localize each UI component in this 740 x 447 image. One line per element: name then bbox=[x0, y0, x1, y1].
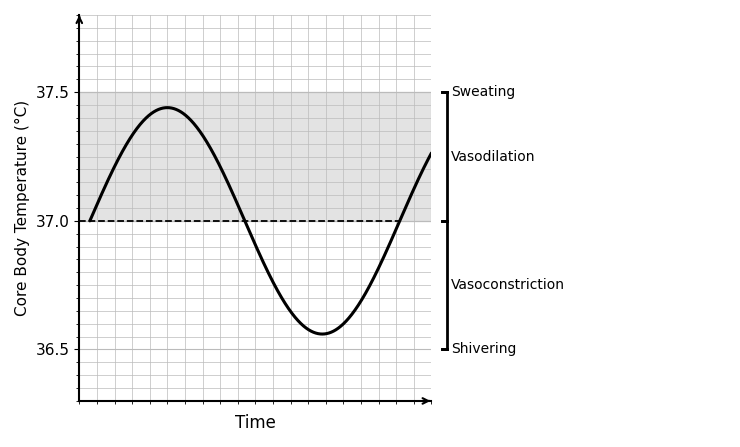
Text: Sweating: Sweating bbox=[451, 85, 515, 99]
Y-axis label: Core Body Temperature (°C): Core Body Temperature (°C) bbox=[15, 100, 30, 316]
Text: Shivering: Shivering bbox=[451, 342, 517, 357]
Text: Vasodilation: Vasodilation bbox=[451, 149, 535, 164]
Bar bbox=[79, 92, 431, 221]
Text: Vasoconstriction: Vasoconstriction bbox=[451, 278, 565, 292]
X-axis label: Time: Time bbox=[235, 414, 276, 432]
